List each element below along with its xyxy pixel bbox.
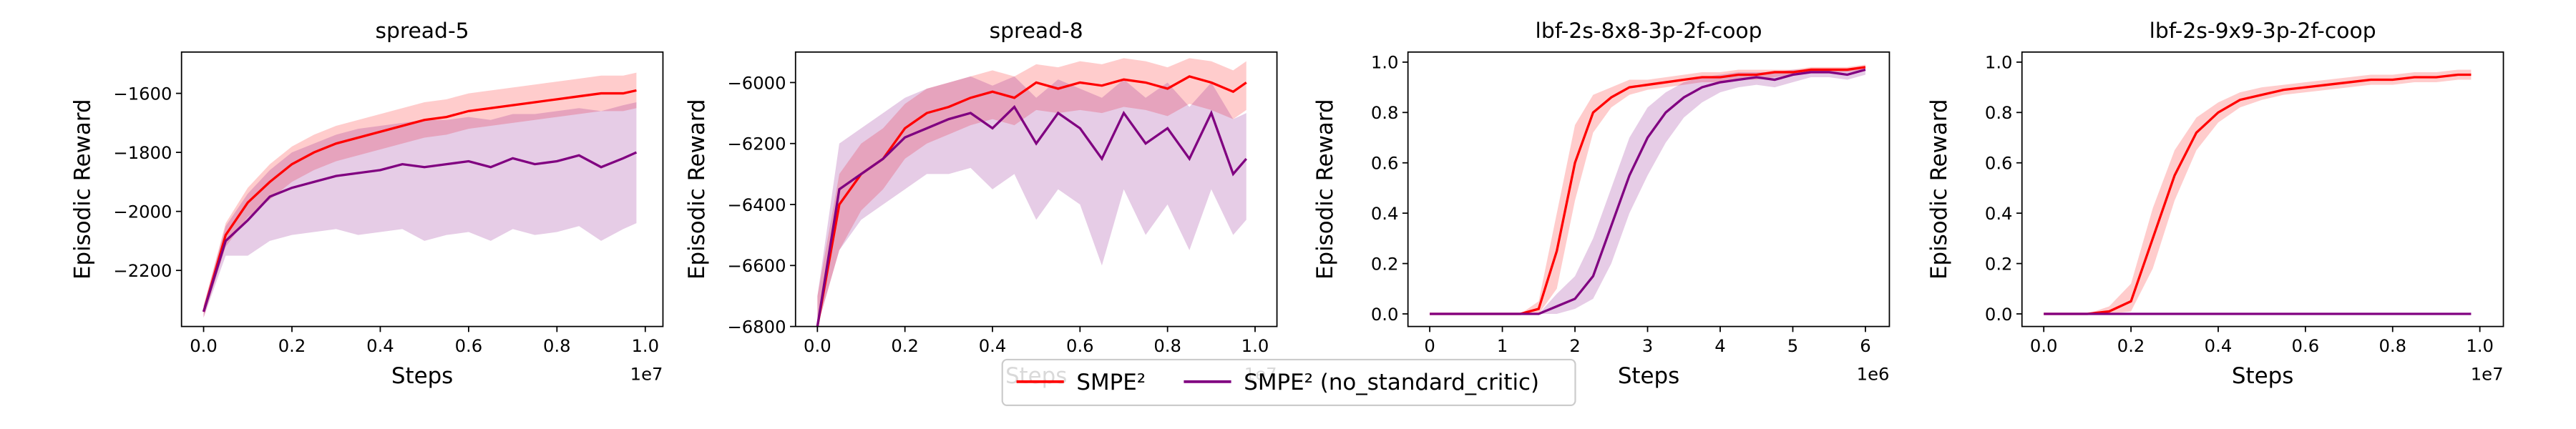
legend-label: SMPE² (no_standard_critic) <box>1244 370 1539 395</box>
plot-data <box>816 58 1247 327</box>
y-tick-label: 0.2 <box>1985 253 2013 274</box>
y-tick-label: 0.2 <box>1371 253 1399 274</box>
y-tick-label: 1.0 <box>1371 52 1399 73</box>
y-axis-label: Episodic Reward <box>1312 99 1338 280</box>
y-tick-label: −6000 <box>727 72 786 93</box>
x-tick-label: 2 <box>1569 335 1580 356</box>
y-tick-label: −2000 <box>113 201 172 222</box>
y-tick-label: 1.0 <box>1985 52 2013 73</box>
plot-frame <box>180 51 664 327</box>
y-tick-label: −6600 <box>727 255 786 276</box>
x-tick-label: 0.2 <box>2117 335 2145 356</box>
confidence-band <box>817 58 1246 327</box>
plot-data <box>2044 69 2472 315</box>
legend-box <box>1001 358 1576 407</box>
x-offset-label: 1e7 <box>2471 364 2504 385</box>
x-tick-label: 0.0 <box>804 335 831 356</box>
y-tick-label: 0.8 <box>1985 102 2013 123</box>
y-axis-label: Episodic Reward <box>1926 99 1952 280</box>
x-tick-label: 0.4 <box>979 335 1007 356</box>
plot-frame <box>794 51 1278 327</box>
x-tick-label: 0.6 <box>455 335 483 356</box>
series-line <box>1430 66 1866 315</box>
x-tick-label: 0.4 <box>2205 335 2233 356</box>
x-tick-label: 1 <box>1497 335 1508 356</box>
y-tick-label: 0.6 <box>1371 153 1399 174</box>
plot-frame <box>1407 51 1890 327</box>
y-tick-label: 0.4 <box>1985 203 2013 224</box>
x-tick-label: 4 <box>1714 335 1725 356</box>
y-tick-label: −6800 <box>727 316 786 337</box>
x-offset-label: 1e6 <box>1857 364 1890 385</box>
plot-frame <box>2021 51 2504 327</box>
legend-label: SMPE² <box>1076 370 1146 395</box>
x-tick-label: 0 <box>1424 335 1435 356</box>
chart-title: spread-8 <box>990 19 1083 44</box>
series-line <box>202 151 638 312</box>
chart-title: spread-5 <box>376 19 469 44</box>
chart-title: lbf-2s-9x9-3p-2f-coop <box>2150 19 2376 44</box>
x-axis-label: Steps <box>391 363 453 389</box>
x-tick-label: 0.8 <box>1153 335 1181 356</box>
confidence-band <box>1430 64 1865 315</box>
confidence-band <box>817 76 1246 327</box>
x-offset-label: 1e7 <box>630 364 663 385</box>
x-tick-label: 6 <box>1860 335 1870 356</box>
y-axis-label: Episodic Reward <box>70 99 96 280</box>
y-tick-label: −6200 <box>727 134 786 154</box>
x-axis-label: Steps <box>2232 363 2293 389</box>
y-tick-label: 0.8 <box>1371 102 1399 123</box>
x-tick-label: 0.4 <box>366 335 394 356</box>
x-tick-label: 0.2 <box>891 335 919 356</box>
series-line <box>202 89 637 312</box>
x-tick-label: 5 <box>1787 335 1798 356</box>
x-tick-label: 0.6 <box>1066 335 1094 356</box>
x-tick-label: 1.0 <box>2466 335 2494 356</box>
y-tick-label: 0.4 <box>1371 203 1399 224</box>
plot-data <box>202 72 638 318</box>
y-axis-label: Episodic Reward <box>684 99 710 280</box>
x-tick-label: 0.8 <box>543 335 571 356</box>
confidence-band <box>203 102 637 318</box>
series-line <box>816 75 1247 327</box>
y-tick-label: 0.0 <box>1985 304 2013 325</box>
x-tick-label: 1.0 <box>1241 335 1269 356</box>
y-tick-label: −1600 <box>113 83 172 104</box>
y-tick-label: 0.0 <box>1371 304 1399 325</box>
confidence-band <box>2044 69 2472 315</box>
series-line <box>2044 73 2472 315</box>
x-tick-label: 0.8 <box>2379 335 2406 356</box>
x-tick-label: 3 <box>1642 335 1653 356</box>
series-line <box>816 104 1247 327</box>
y-tick-label: 0.6 <box>1985 153 2013 174</box>
y-tick-label: −2200 <box>113 260 172 281</box>
x-axis-label: Steps <box>1618 363 1679 389</box>
y-tick-label: −6400 <box>727 194 786 215</box>
series-line <box>1430 68 1866 315</box>
x-tick-label: 0.0 <box>190 335 218 356</box>
plot-data <box>1430 64 1866 315</box>
x-tick-label: 0.2 <box>278 335 306 356</box>
x-tick-label: 0.6 <box>2292 335 2320 356</box>
x-tick-label: 1.0 <box>631 335 659 356</box>
confidence-band <box>1430 66 1865 315</box>
legend: SMPE² SMPE² (no_standard_critic) <box>1001 358 1576 407</box>
chart-title: lbf-2s-8x8-3p-2f-coop <box>1536 19 1762 44</box>
y-tick-label: −1800 <box>113 142 172 163</box>
x-tick-label: 0.0 <box>2030 335 2058 356</box>
